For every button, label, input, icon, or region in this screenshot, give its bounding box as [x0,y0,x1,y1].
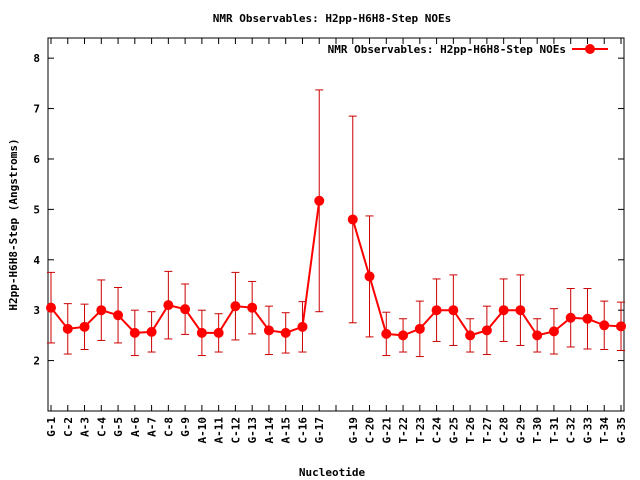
x-tick-label: T-31 [548,417,561,444]
x-tick-label: G-9 [179,417,192,437]
data-point [599,320,610,331]
data-point [46,302,56,313]
error-bars [47,89,625,358]
data-point [381,328,392,339]
data-point [465,330,476,341]
y-tick-label: 4 [33,254,40,267]
x-tick-label: G-21 [380,417,393,444]
data-point [129,327,140,338]
x-tick-label: G-13 [246,417,259,444]
y-tick-label: 3 [33,304,40,317]
data-point [515,305,526,316]
data-point [431,305,442,316]
y-axis-label: H2pp-H6H8-Step (Angstroms) [7,138,20,310]
x-tick-label: A-7 [146,417,159,437]
data-point [180,304,191,315]
x-tick-label: A-15 [280,417,293,444]
data-point [230,301,241,312]
data-point [263,325,274,336]
x-tick-label: G-33 [581,417,594,444]
data-point [347,214,358,225]
x-tick-label: C-24 [431,417,444,444]
y-tick-label: 2 [33,355,40,368]
y-tick-label: 6 [33,153,40,166]
data-point [481,325,492,336]
data-point [364,271,375,282]
x-tick-label: T-27 [481,417,494,444]
y-tick-label: 5 [33,203,40,216]
data-point [196,327,207,338]
x-tick-label: G-19 [347,417,360,444]
x-tick-label: T-22 [397,417,410,444]
x-tick-label: C-2 [62,417,75,437]
data-point [448,305,459,316]
data-point [96,305,107,316]
data-point [616,321,626,332]
data-point [414,323,425,334]
x-tick-label: A-6 [129,417,142,437]
x-tick-label: C-32 [565,417,578,444]
x-tick-label: C-28 [498,417,511,444]
data-point [62,323,73,334]
data-point [113,310,124,321]
series-line [50,200,622,337]
data-point [498,305,509,316]
x-tick-label: G-35 [615,417,628,444]
data-point [163,300,174,311]
chart-title: NMR Observables: H2pp-H6H8-Step NOEs [213,12,451,25]
y-tick-label: 7 [33,103,40,116]
y-tick-label: 8 [33,52,40,65]
x-tick-label: T-26 [464,417,477,444]
x-tick-label: A-14 [263,417,276,444]
data-point [213,327,224,338]
data-point [146,326,157,337]
x-tick-label: A-10 [196,417,209,444]
data-point [297,321,308,332]
x-tick-label: G-5 [112,417,125,437]
x-tick-label: G-25 [447,417,460,444]
x-tick-label: C-16 [296,417,309,444]
legend-label: NMR Observables: H2pp-H6H8-Step NOEs [328,43,566,56]
data-point [565,312,576,323]
x-axis-label: Nucleotide [299,466,366,479]
data-point [79,321,90,332]
x-tick-label: G-17 [313,417,326,444]
x-tick-label: G-1 [45,417,58,437]
data-point [548,326,559,337]
x-tick-label: C-12 [229,417,242,444]
x-tick-label: T-23 [414,417,427,444]
data-point [532,330,543,341]
x-tick-label: C-4 [95,417,108,437]
data-point [314,195,325,206]
legend-marker-sample [585,44,595,54]
data-point [280,327,291,338]
data-point [247,302,258,313]
legend: NMR Observables: H2pp-H6H8-Step NOEs [328,43,608,56]
data-points [46,195,626,341]
x-tick-label: C-20 [364,417,377,444]
x-axis-ticks: G-1 C-2 A-3 C-4 G-5 A-6 A-7 C-8 G-9 A-10 A-11 C-12 G… [45,38,628,444]
x-tick-label: G-29 [514,417,527,444]
data-point [582,313,593,324]
x-tick-label: T-30 [531,417,544,444]
data-point [398,330,409,341]
x-tick-label: A-11 [213,417,226,444]
x-tick-label: C-8 [162,417,175,437]
x-tick-label: T-34 [598,417,611,444]
x-tick-label: A-3 [79,417,92,437]
